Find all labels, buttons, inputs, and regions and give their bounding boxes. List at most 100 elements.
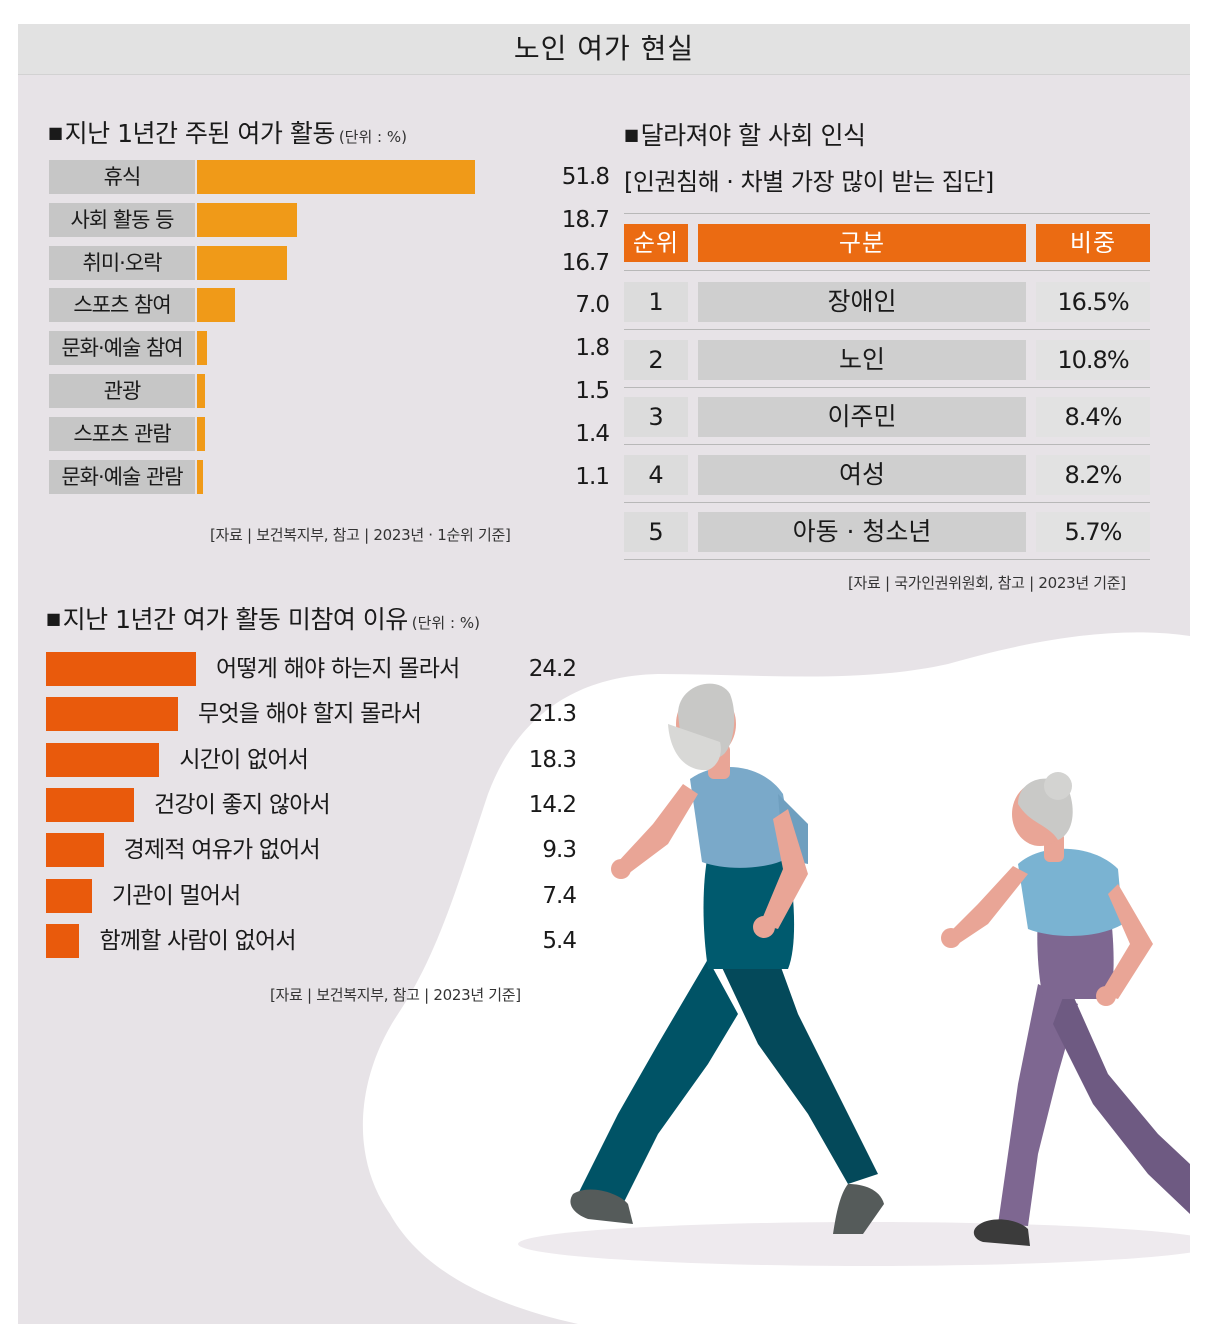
- chart2-heading: ■지난 1년간 여가 활동 미참여 이유 (단위 : %): [46, 600, 480, 636]
- page-title-bar: 노인 여가 현실: [18, 24, 1190, 75]
- chart2-category-label: 함께할 사람이 없어서: [99, 927, 296, 954]
- chart1-bar: [197, 374, 206, 408]
- chart1-category-label: 사회 활동 등: [49, 202, 195, 237]
- table-title: 달라져야 할 사회 인식: [640, 121, 866, 150]
- chart1-value-label: 18.7: [561, 206, 610, 233]
- chart1-value-label: 16.7: [561, 249, 610, 276]
- chart2-category-label: 무엇을 해야 할지 몰라서: [198, 701, 422, 728]
- square-bullet-icon: ■: [46, 609, 61, 628]
- chart2-row: 함께할 사람이 없어서 5.4: [46, 923, 577, 958]
- table-heading: ■달라져야 할 사회 인식: [624, 116, 866, 152]
- chart1-value-label: 1.5: [575, 378, 610, 404]
- table-header-group: 구분: [698, 224, 1026, 262]
- chart2-category-label: 경제적 여유가 없어서: [123, 837, 321, 864]
- table-cell-group: 장애인: [698, 282, 1026, 322]
- table-cell-group: 이주민: [698, 397, 1026, 438]
- chart1-row: 스포츠 참여 7.0: [49, 288, 610, 323]
- chart2-category-label: 시간이 없어서: [179, 746, 309, 773]
- table-cell-share: 16.5%: [1036, 282, 1150, 322]
- chart2-title: 지난 1년간 여가 활동 미참여 이유: [62, 605, 409, 634]
- elderly-man-figure: [570, 683, 884, 1234]
- chart2-value-label: 9.3: [542, 837, 577, 864]
- table-cell-rank: 4: [624, 454, 688, 495]
- chart1-value-label: 7.0: [575, 292, 610, 319]
- table-row-rule: [624, 559, 1150, 561]
- chart1-value-label: 1.8: [575, 335, 610, 362]
- table-header-rule: [624, 270, 1150, 271]
- chart1-row: 문화·예술 관람 1.1: [49, 459, 610, 494]
- chart1-category-label: 휴식: [49, 160, 195, 194]
- chart2-row: 건강이 좋지 않아서 14.2: [46, 787, 577, 822]
- table-row-rule: [624, 501, 1150, 503]
- chart2-unit: (단위 : %): [411, 614, 480, 632]
- chart1-category-label: 스포츠 관람: [49, 416, 195, 451]
- chart2-row: 무엇을 해야 할지 몰라서 21.3: [46, 697, 577, 732]
- chart1-bar: [197, 459, 203, 494]
- chart1-bar: [197, 331, 207, 366]
- table-cell-share: 8.4%: [1036, 397, 1150, 438]
- chart1-row: 문화·예술 참여 1.8: [49, 331, 610, 366]
- chart1-bar: [197, 160, 475, 194]
- table-cell-rank: 5: [624, 512, 688, 553]
- chart2-category-label: 어떻게 해야 하는지 몰라서: [216, 656, 460, 682]
- chart2-value-label: 7.4: [542, 882, 577, 909]
- chart2-value-label: 5.4: [542, 927, 577, 954]
- chart2-row: 시간이 없어서 18.3: [46, 742, 577, 777]
- table-cell-group: 여성: [698, 454, 1026, 495]
- chart2-bar: [46, 697, 179, 732]
- chart1-category-label: 문화·예술 관람: [49, 459, 195, 494]
- table-header-share: 비중: [1036, 224, 1150, 262]
- table-header-rank: 순위: [624, 224, 688, 262]
- chart1-title: 지난 1년간 주된 여가 활동: [64, 119, 336, 148]
- square-bullet-icon: ■: [48, 123, 63, 142]
- infographic-frame: 노인 여가 현실 ■지난 1년간 주된 여가 활동 (단위 : %) 휴식 51.8…: [18, 24, 1190, 1324]
- chart2-bar: [46, 787, 135, 822]
- chart1-bar: [197, 288, 235, 323]
- table-cell-rank: 3: [624, 397, 688, 438]
- square-bullet-icon: ■: [624, 125, 639, 144]
- chart1-row: 취미·오락 16.7: [49, 245, 610, 280]
- chart1-bar: [197, 245, 287, 280]
- table-top-rule: [624, 213, 1150, 214]
- table-cell-rank: 2: [624, 339, 688, 380]
- elderly-woman-figure: [941, 772, 1190, 1246]
- chart1-category-label: 문화·예술 참여: [49, 331, 195, 366]
- chart2-bar: [46, 878, 92, 913]
- chart1-value-label: 51.8: [561, 164, 610, 190]
- chart1-category-label: 관광: [49, 374, 195, 408]
- chart1-row: 관광 1.5: [49, 374, 610, 408]
- chart1-bar: [197, 202, 298, 237]
- chart2-bar: [46, 923, 80, 958]
- table-cell-rank: 1: [624, 282, 688, 322]
- table-cell-share: 10.8%: [1036, 339, 1150, 380]
- table-row-rule: [624, 444, 1150, 446]
- chart1-row: 휴식 51.8: [49, 160, 610, 194]
- chart1-row: 스포츠 관람 1.4: [49, 416, 610, 451]
- chart2-row: 어떻게 해야 하는지 몰라서 24.2: [46, 652, 577, 686]
- chart2-bar: [46, 833, 104, 868]
- chart1-category-label: 스포츠 참여: [49, 288, 195, 323]
- chart2-source: [자료 | 보건복지부, 참고 | 2023년 기준]: [270, 986, 521, 1004]
- chart2-value-label: 14.2: [528, 791, 577, 818]
- table-cell-share: 8.2%: [1036, 454, 1150, 495]
- table-subtitle: [인권침해 · 차별 가장 많이 받는 집단]: [624, 168, 994, 196]
- chart2-row: 기관이 멀어서 7.4: [46, 878, 577, 913]
- chart2-bar: [46, 742, 160, 777]
- chart2-bar: [46, 652, 196, 686]
- chart1-value-label: 1.1: [575, 463, 610, 490]
- chart2-value-label: 24.2: [528, 656, 577, 682]
- table-cell-group: 노인: [698, 339, 1026, 380]
- page-title: 노인 여가 현실: [513, 32, 695, 65]
- chart2-category-label: 기관이 멀어서: [111, 882, 241, 909]
- chart1-unit: (단위 : %): [338, 128, 407, 146]
- chart1-category-label: 취미·오락: [49, 245, 195, 280]
- table-row-rule: [624, 329, 1150, 330]
- chart2-value-label: 21.3: [528, 701, 577, 728]
- chart1-bar: [197, 416, 205, 451]
- chart2-category-label: 건강이 좋지 않아서: [154, 791, 331, 818]
- chart2-value-label: 18.3: [528, 746, 577, 773]
- table-row-rule: [624, 386, 1150, 388]
- chart1-row: 사회 활동 등 18.7: [49, 202, 610, 237]
- chart1-heading: ■지난 1년간 주된 여가 활동 (단위 : %): [48, 114, 407, 150]
- chart1-value-label: 1.4: [575, 420, 610, 447]
